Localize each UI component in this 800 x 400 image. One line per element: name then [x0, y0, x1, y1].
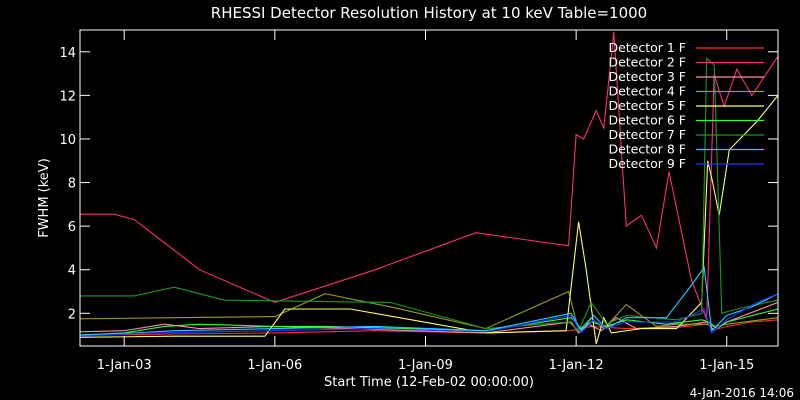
- y-axis-label: FWHM (keV): [37, 158, 52, 238]
- series-line-detector-9: [79, 293, 779, 337]
- y-tick-label: 4: [68, 264, 76, 279]
- legend-label-detector-1: Detector 1 F: [608, 40, 686, 55]
- series-line-detector-5: [79, 95, 779, 344]
- x-tick-label: 1-Jan-15: [699, 358, 754, 373]
- series-line-detector-8: [79, 266, 779, 336]
- y-tick-label: 6: [68, 220, 76, 235]
- x-tick-label: 1-Jan-06: [247, 358, 302, 373]
- y-tick-label: 8: [68, 177, 76, 192]
- y-tick-label: 2: [68, 307, 76, 322]
- legend-label-detector-9: Detector 9 F: [608, 156, 686, 171]
- legend-label-detector-5: Detector 5 F: [608, 98, 686, 113]
- y-tick-label: 12: [59, 89, 76, 104]
- legend-label-detector-3: Detector 3 F: [608, 69, 686, 84]
- x-axis-label: Start Time (12-Feb-02 00:00:00): [324, 375, 534, 390]
- legend-label-detector-4: Detector 4 F: [608, 84, 686, 99]
- y-tick-label: 10: [59, 133, 76, 148]
- x-tick-label: 1-Jan-12: [549, 358, 604, 373]
- legend-label-detector-7: Detector 7 F: [608, 127, 686, 142]
- y-tick-label: 14: [59, 46, 76, 61]
- plot-frame: [79, 29, 779, 347]
- axes-layer: 1-Jan-03 1-Jan-06 1-Jan-09 1-Jan-12 1-Jan-15…: [59, 30, 778, 373]
- legend-label-detector-6: Detector 6 F: [608, 113, 686, 128]
- x-tick-label: 1-Jan-03: [97, 358, 152, 373]
- legend-label-detector-8: Detector 8 F: [608, 142, 686, 157]
- x-tick-label: 1-Jan-09: [398, 358, 453, 373]
- legend-label-detector-2: Detector 2 F: [608, 55, 686, 70]
- timestamp-label: 4-Jan-2016 14:06: [690, 386, 794, 400]
- chart-title: RHESSI Detector Resolution History at 10…: [211, 4, 647, 22]
